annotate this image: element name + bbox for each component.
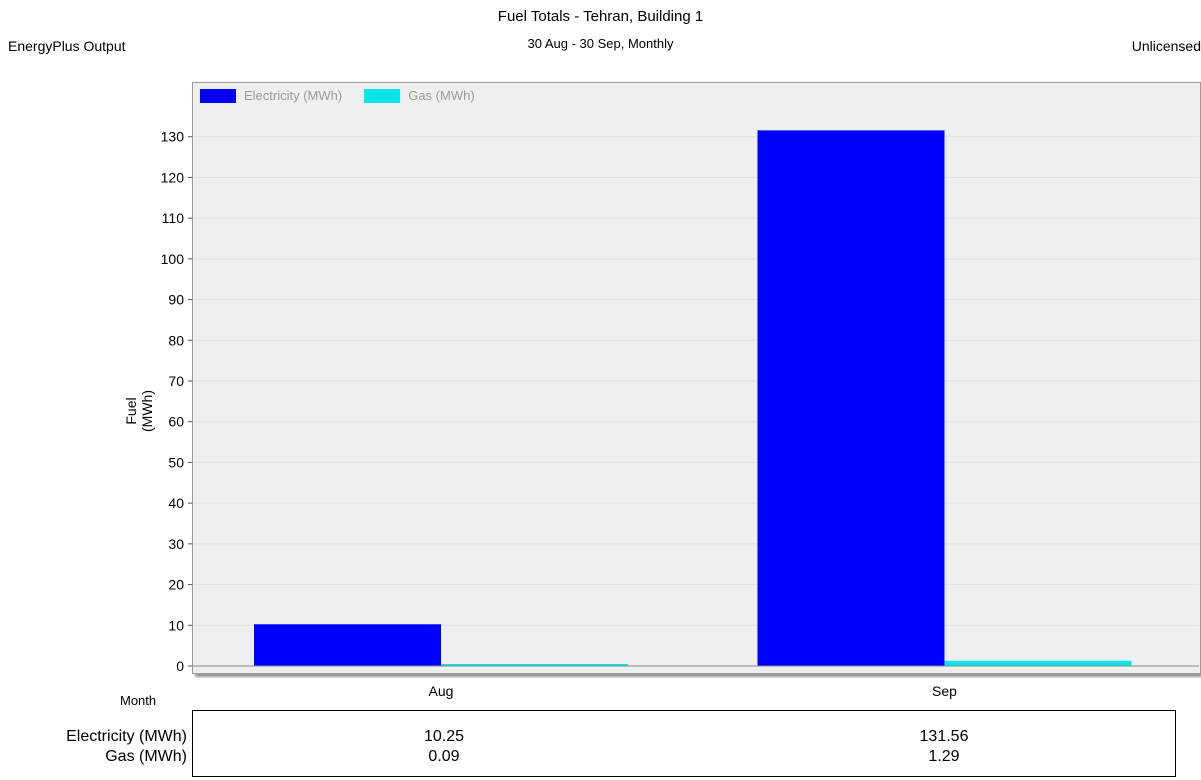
bar-electricity-aug: [254, 624, 441, 666]
y-tick-label-90: 90: [168, 292, 184, 308]
y-tick-label-70: 70: [168, 373, 184, 389]
bar-electricity-sep: [757, 130, 945, 666]
x-tick-label-sep: Sep: [932, 683, 957, 699]
legend-item-gas: Gas (MWh): [364, 88, 475, 103]
table-cell-electricity-sep: 131.56: [919, 728, 969, 745]
chart-legend: Electricity (MWh) Gas (MWh): [200, 88, 497, 103]
y-tick-label-120: 120: [161, 169, 185, 185]
y-tick-label-20: 20: [168, 577, 184, 593]
table-cell-electricity-aug: 10.25: [423, 728, 465, 745]
bar-gas-aug: [441, 664, 628, 666]
y-tick-label-30: 30: [168, 536, 184, 552]
y-tick-label-100: 100: [161, 251, 185, 267]
x-tick-label-aug: Aug: [429, 683, 454, 699]
header-license-label: Unlicensed: [1131, 38, 1201, 54]
table-cell-gas-sep: 1.29: [928, 748, 960, 765]
y-tick-label-110: 110: [162, 210, 185, 226]
table-row-label-electricity: Electricity (MWh): [66, 728, 187, 745]
legend-label-gas: Gas (MWh): [408, 88, 475, 103]
table-cell-gas-aug: 0.09: [428, 748, 460, 765]
y-tick-label-50: 50: [168, 454, 184, 470]
x-axis-label: Month: [120, 693, 157, 708]
data-table: [192, 710, 1176, 777]
y-axis-label: Fuel (MWh): [123, 390, 155, 432]
y-tick-label-10: 10: [168, 617, 184, 633]
legend-swatch-electricity: [200, 88, 236, 103]
chart-title: Fuel Totals - Tehran, Building 1: [497, 8, 704, 25]
y-tick-label-130: 130: [161, 129, 185, 145]
y-tick-label-40: 40: [168, 495, 184, 511]
legend-item-electricity: Electricity (MWh): [200, 88, 342, 103]
y-tick-label-0: 0: [176, 658, 184, 674]
bar-gas-sep: [944, 660, 1132, 666]
header-output-label: EnergyPlus Output: [8, 38, 126, 54]
legend-label-electricity: Electricity (MWh): [244, 88, 343, 103]
plot-area: [192, 82, 1201, 674]
legend-swatch-gas: [364, 88, 401, 103]
y-tick-label-80: 80: [168, 332, 184, 348]
table-row-label-gas: Gas (MWh): [105, 748, 187, 765]
chart-subtitle: 30 Aug - 30 Sep, Monthly: [527, 36, 674, 51]
y-tick-label-60: 60: [168, 414, 184, 430]
